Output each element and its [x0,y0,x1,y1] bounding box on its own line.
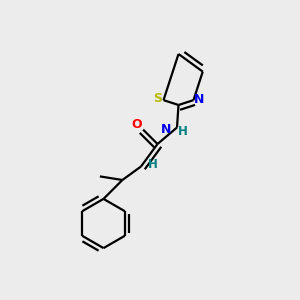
Text: S: S [154,92,163,105]
Text: H: H [178,124,187,138]
Text: O: O [132,118,142,131]
Text: N: N [161,123,172,136]
Text: N: N [194,93,204,106]
Text: H: H [148,158,157,171]
